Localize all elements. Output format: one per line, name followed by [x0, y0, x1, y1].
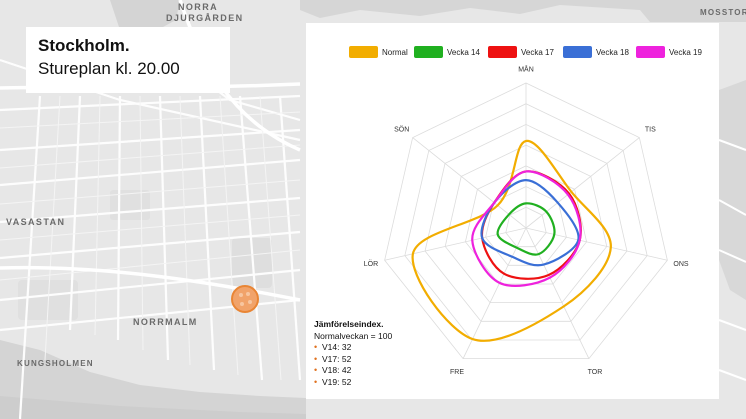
axis-line: [462, 227, 527, 359]
axis-line: [384, 227, 527, 261]
legend-swatch-normal: [349, 46, 378, 58]
series-line-vecka-19: [471, 170, 582, 287]
axis-line: [525, 137, 640, 229]
index-list: V14: 32 V17: 52 V18: 42 V19: 52: [314, 342, 392, 388]
chart-panel: MÅN TIS ONS TOR FRE LÖR SÖN Normal Vecka 14 Vecka…: [306, 23, 719, 399]
radar-grid: [384, 82, 668, 360]
axis-label: ONS: [673, 261, 689, 268]
axis-label: SÖN: [394, 125, 409, 133]
grid-ring: [444, 144, 608, 304]
series-line-normal: [411, 139, 612, 342]
map-label-mosstorp: MOSSTORP: [700, 8, 746, 17]
index-item-v18: V18: 42: [314, 365, 392, 377]
legend-swatch-vecka-19: [636, 46, 665, 58]
map-label-kungsholmen: KUNGSHOLMEN: [17, 359, 94, 368]
index-subtitle: Normalveckan = 100: [314, 330, 393, 341]
series-line-vecka-14: [496, 202, 556, 256]
axis-label: TOR: [588, 369, 603, 376]
axis-label: MÅN: [518, 65, 534, 74]
index-title: Jämförelseindex.: [314, 319, 384, 329]
legend-swatch-vecka-14: [414, 46, 443, 58]
legend-label-vecka-17: Vecka 17: [521, 48, 554, 57]
legend-label-vecka-18: Vecka 18: [596, 48, 629, 57]
comparison-index-box: Jämförelseindex. Normalveckan = 100 V14:…: [314, 319, 392, 388]
legend-label-vecka-14: Vecka 14: [447, 48, 480, 57]
grid-ring: [505, 206, 547, 248]
legend-label-vecka-19: Vecka 19: [669, 48, 702, 57]
grid-ring: [384, 82, 668, 360]
axis-line: [525, 227, 590, 359]
axis-label: FRE: [450, 369, 464, 376]
location-marker[interactable]: [231, 285, 259, 313]
grid-ring: [424, 123, 628, 322]
series-line-vecka-17: [480, 170, 582, 280]
grid-ring: [485, 186, 567, 266]
axis-line: [525, 227, 668, 261]
axis-label: TIS: [645, 126, 656, 133]
legend-swatch-vecka-18: [563, 46, 592, 58]
legend-label-normal: Normal: [382, 48, 408, 57]
title-place: Stureplan kl. 20.00: [38, 59, 180, 78]
index-item-v17: V17: 52: [314, 354, 392, 366]
map-label-norrmalm: NORRMALM: [133, 317, 198, 327]
axis-line: [412, 137, 527, 229]
index-item-v14: V14: 32: [314, 342, 392, 354]
title-card: Stockholm. Stureplan kl. 20.00: [26, 27, 230, 93]
axis-label: LÖR: [364, 260, 378, 268]
index-item-v19: V19: 52: [314, 377, 392, 389]
map-label-djurgarden: DJURGÅRDEN: [166, 13, 244, 23]
title-city: Stockholm.: [38, 36, 130, 55]
legend: Normal Vecka 14 Vecka 17 Vecka 18 Vecka 19: [349, 46, 702, 58]
map-label-norra: NORRA: [178, 2, 218, 12]
radar-chart: MÅN TIS ONS TOR FRE LÖR SÖN Normal Vecka 14 Vecka…: [349, 46, 702, 376]
legend-swatch-vecka-17: [488, 46, 517, 58]
grid-ring: [404, 103, 648, 341]
map-label-vasastan: VASASTAN: [6, 217, 65, 227]
